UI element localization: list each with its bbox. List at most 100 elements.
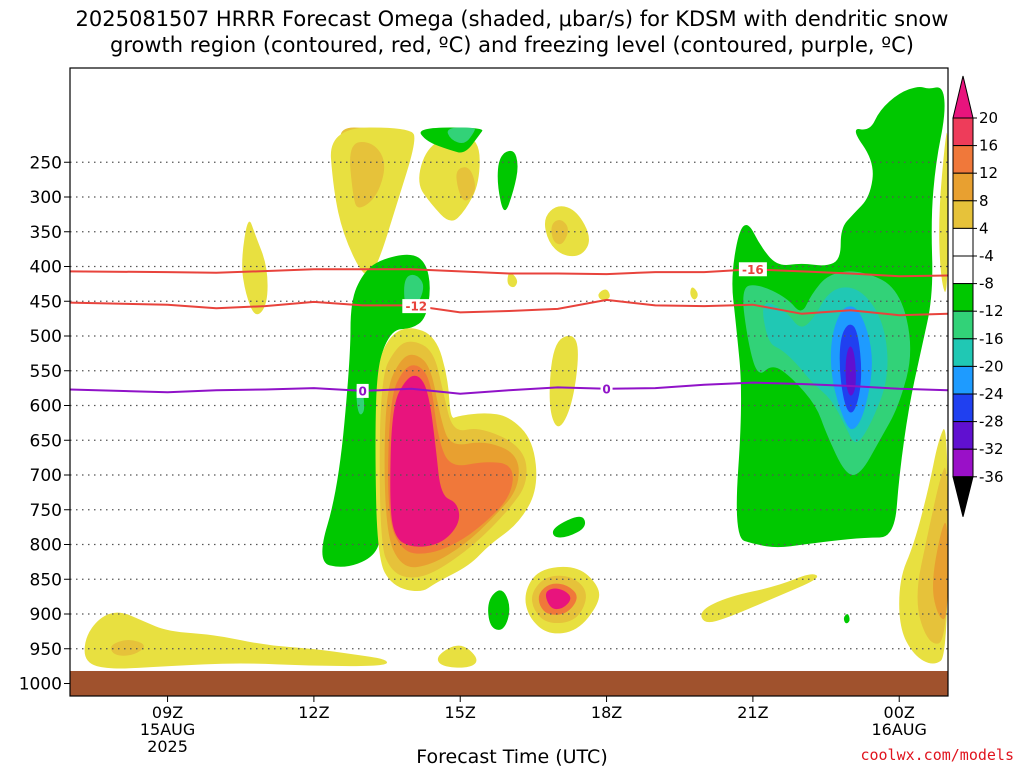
red-contour-label-1-0: -12 [405,300,427,314]
y-tick-label-600: 600 [30,397,62,417]
colorbar-label-9: -20 [979,357,1004,375]
colorbar-box-1 [952,145,974,174]
omega-region-32 [701,574,818,623]
colorbar-label-2: 12 [979,164,998,182]
y-tick-label-300: 300 [30,188,62,208]
x-tick-label-15-0: 15Z [445,703,476,722]
temperature-contours: -16 -12 0 0 [70,262,948,398]
omega-region-22 [549,335,578,427]
y-tick-label-350: 350 [30,223,62,243]
ground-fill [70,670,948,696]
colorbar-top-triangle [952,75,974,119]
y-tick-label-700: 700 [30,466,62,486]
x-tick-label-9-0: 09Z [152,703,183,722]
x-tick-label-9-2: 2025 [147,737,188,756]
credit-text: coolwx.com/models [860,746,1014,764]
purple-contour-label-2-0: 0 [358,384,366,398]
colorbar-box-5 [952,255,974,285]
chart-title-line-1: 2025081507 HRRR Forecast Omega (shaded, … [75,7,949,31]
omega-shaded-regions [84,86,948,669]
omega-region-6 [447,127,475,144]
purple-contour-label-2-1: 0 [602,382,610,396]
purple-contour-2 [70,381,948,395]
colorbar-box-0 [952,117,974,147]
omega-region-29 [84,612,388,669]
omega-region-10 [551,219,568,245]
colorbar-label-10: -24 [979,385,1004,403]
colorbar-label-11: -28 [979,413,1004,431]
omega-region-2 [350,142,385,208]
omega-region-28 [488,590,510,630]
y-tick-label-1000: 1000 [19,675,62,695]
omega-region-30 [110,640,144,656]
red-contour-label-bg-0-0 [738,262,767,277]
colorbar-label-5: -4 [979,247,994,265]
x-tick-label-12-0: 12Z [298,703,329,722]
colorbar-box-7 [952,310,974,340]
frame-border [69,67,949,697]
omega-region-31 [437,645,477,668]
chart-title-line-2: growth region (contoured, red, ºC) and f… [110,33,914,57]
colorbar-bottom-triangle [952,476,974,517]
colorbar-label-1: 16 [979,137,998,155]
omega-region-21 [390,375,460,547]
colorbar-box-2 [952,172,974,202]
colorbar-box-12 [952,448,974,478]
x-tick-label-21-0: 21Z [737,703,768,722]
red-contour-1 [70,298,948,317]
purple-contour-label-bg-2-1 [600,381,613,396]
colorbar-label-12: -32 [979,440,1004,458]
omega-region-13 [690,287,698,300]
x-tick-label-9-1: 15AUG [140,720,195,739]
colorbar-label-7: -12 [979,302,1004,320]
purple-contour-label-bg-2-0 [356,383,369,398]
y-tick-label-500: 500 [30,327,62,347]
y-tick-label-900: 900 [30,605,62,625]
plot-frame [69,67,949,697]
omega-region-27 [545,588,571,610]
red-contour-label-bg-1-0 [402,299,431,314]
y-tick-label-550: 550 [30,362,62,382]
omega-region-39 [843,614,850,624]
omega-region-8 [242,221,268,315]
y-tick-label-750: 750 [30,501,62,521]
y-tick-label-450: 450 [30,292,62,312]
y-tick-label-800: 800 [30,536,62,556]
omega-region-12 [598,289,610,301]
colorbar-label-0: 20 [979,109,998,127]
omega-region-40 [939,132,948,292]
pressure-axis: 250 300 350 400 450 500 550 600 650 700 750 800 850 9… [19,153,70,695]
colorbar-box-6 [952,283,974,312]
y-tick-label-400: 400 [30,258,62,278]
colorbar-box-8 [952,338,974,367]
y-tick-label-650: 650 [30,431,62,451]
red-contour-0 [70,268,948,278]
omega-region-4 [456,167,475,201]
omega-region-7 [497,150,518,211]
x-tick-label-18-0: 18Z [591,703,622,722]
omega-region-43 [933,522,948,620]
ground-layer [70,670,948,696]
red-contour-label-0-0: -16 [742,263,764,277]
omega-region-11 [507,272,518,288]
pressure-gridlines [70,161,948,650]
colorbar-box-3 [952,200,974,229]
omega-region-23 [552,516,586,538]
colorbar-label-6: -8 [979,275,994,293]
colorbar-label-8: -16 [979,330,1004,348]
x-tick-label-24-0: 00Z [884,703,915,722]
colorbar-box-4 [952,227,974,257]
x-axis-label: Forecast Time (UTC) [416,746,608,768]
colorbar-label-3: 8 [979,192,989,210]
x-tick-label-24-1: 16AUG [872,720,927,739]
colorbar-label-4: 4 [979,219,989,237]
colorbar-box-9 [952,365,974,395]
y-tick-label-250: 250 [30,153,62,173]
y-tick-label-850: 850 [30,570,62,590]
colorbar-label-13: -36 [979,468,1004,486]
colorbar: 20 16 12 8 4 -4 -8 -12 -16 -20 -24 -28 -32 -36 [952,75,1004,517]
y-tick-label-950: 950 [30,640,62,660]
colorbar-box-10 [952,393,974,423]
